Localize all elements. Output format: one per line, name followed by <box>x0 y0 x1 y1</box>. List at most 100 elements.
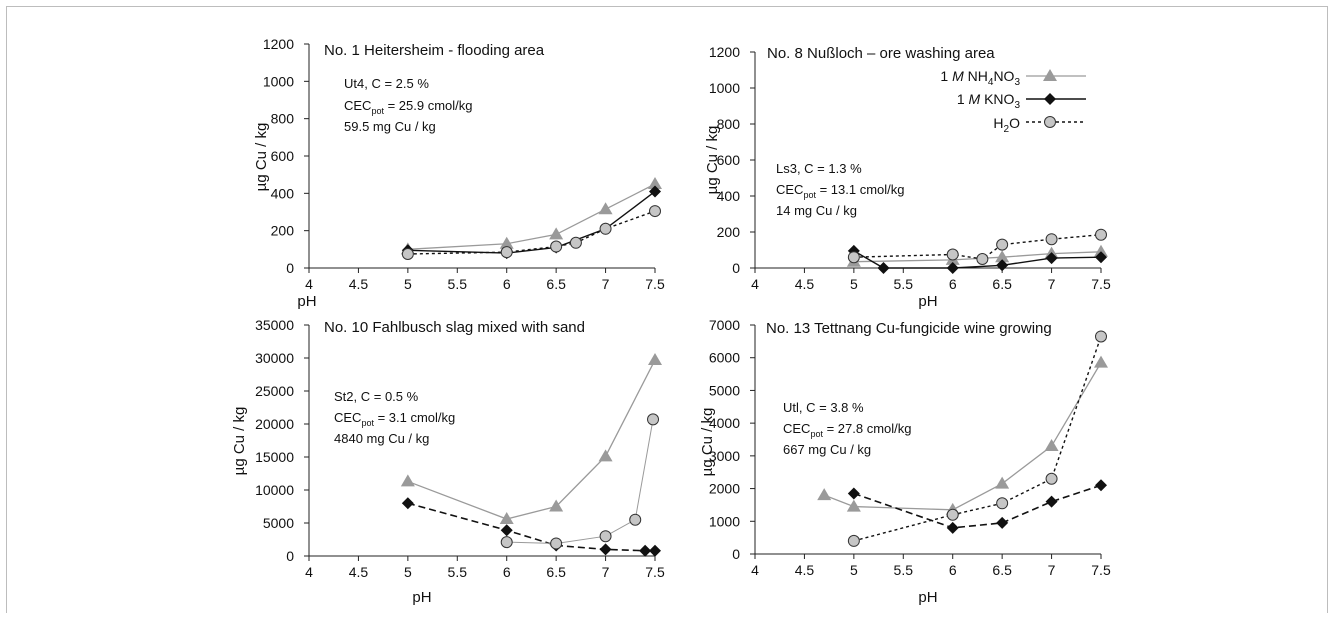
data-point-kno3 <box>1045 495 1058 508</box>
y-tick-label: 15000 <box>255 449 294 465</box>
x-tick-label: 7.5 <box>645 276 665 292</box>
data-point-h2o <box>946 248 959 261</box>
series-line-nh4no3 <box>407 359 656 520</box>
info-soil: Ut4, C = 2.5 % <box>344 76 429 91</box>
data-point-kno3 <box>877 262 890 274</box>
data-point-kno3 <box>1095 251 1107 264</box>
data-point-h2o <box>1095 330 1107 343</box>
info-cec: CECpot = 25.9 cmol/kg <box>344 98 473 116</box>
data-point-h2o <box>1045 472 1058 485</box>
data-point-h2o <box>1095 228 1107 241</box>
series-line-h2o <box>407 210 656 255</box>
data-point-nh4no3 <box>1044 439 1059 452</box>
x-tick-label: 4.5 <box>349 276 369 292</box>
data-point-kno3 <box>500 524 513 537</box>
x-tick-label: 4 <box>305 564 313 580</box>
x-tick-label: 7 <box>602 564 610 580</box>
panel-title: No. 10 Fahlbusch slag mixed with sand <box>324 319 585 336</box>
data-point-nh4no3 <box>648 352 662 365</box>
data-point-nh4no3 <box>1094 355 1108 368</box>
x-tick-label: 6 <box>949 276 957 292</box>
figure-frame <box>6 6 1328 613</box>
data-point-nh4no3 <box>549 227 564 240</box>
series-line-h2o <box>853 336 1102 542</box>
data-point-kno3 <box>639 544 652 557</box>
x-tick-label: 5 <box>404 276 412 292</box>
data-point-h2o <box>599 222 612 235</box>
data-point-h2o <box>550 240 563 253</box>
x-axis-label: pH <box>918 589 937 606</box>
series-line-kno3 <box>853 250 1102 269</box>
data-point-kno3 <box>996 259 1009 272</box>
x-tick-label: 4.5 <box>795 276 815 292</box>
data-point-h2o <box>629 513 642 526</box>
y-axis-label: µg Cu / kg <box>704 126 721 195</box>
y-tick-label: 400 <box>271 185 295 201</box>
y-tick-label: 600 <box>717 152 741 168</box>
data-point-nh4no3 <box>648 177 662 189</box>
x-tick-label: 6.5 <box>992 276 1012 292</box>
data-point-nh4no3 <box>598 449 613 462</box>
x-tick-label: 7.5 <box>645 564 665 580</box>
y-tick-label: 5000 <box>709 382 740 398</box>
data-point-nh4no3 <box>499 512 514 525</box>
data-point-kno3 <box>1045 252 1058 265</box>
data-point-kno3 <box>401 497 414 510</box>
y-tick-label: 1000 <box>709 80 740 96</box>
x-tick-label: 6.5 <box>992 562 1012 578</box>
legend-marker-kno3 <box>1044 93 1056 105</box>
legend-marker-h2o <box>1044 116 1056 128</box>
y-tick-label: 25000 <box>255 383 294 399</box>
y-tick-label: 2000 <box>709 481 740 497</box>
data-point-nh4no3 <box>995 476 1010 489</box>
x-tick-label: 7.5 <box>1091 276 1111 292</box>
data-point-h2o <box>401 248 414 260</box>
info-cec: CECpot = 27.8 cmol/kg <box>783 421 912 439</box>
y-tick-label: 30000 <box>255 350 294 366</box>
data-point-nh4no3 <box>1094 244 1108 257</box>
data-point-kno3 <box>946 262 959 274</box>
data-point-h2o <box>647 413 660 426</box>
panel-title: No. 13 Tettnang Cu-fungicide wine growin… <box>766 320 1052 337</box>
y-tick-label: 3000 <box>709 448 740 464</box>
data-point-nh4no3 <box>598 202 613 215</box>
y-tick-label: 5000 <box>263 515 294 531</box>
y-tick-label: 400 <box>717 188 741 204</box>
y-tick-label: 35000 <box>255 317 294 333</box>
panel-fahlbusch: No. 10 Fahlbusch slag mixed with sand St… <box>231 317 665 606</box>
data-point-h2o <box>946 508 959 521</box>
data-point-h2o <box>569 236 582 249</box>
y-tick-label: 0 <box>286 548 294 564</box>
y-tick-label: 1000 <box>709 513 740 529</box>
series-line-kno3 <box>407 502 655 552</box>
x-tick-label: 6 <box>949 562 957 578</box>
x-tick-label: 4 <box>305 276 313 292</box>
x-axis-label: pH <box>297 293 316 310</box>
y-tick-label: 0 <box>732 260 740 276</box>
data-point-h2o <box>500 536 513 549</box>
x-tick-label: 5 <box>404 564 412 580</box>
x-tick-label: 6 <box>503 564 511 580</box>
data-point-kno3 <box>946 521 959 534</box>
x-tick-label: 5.5 <box>448 276 468 292</box>
panel-title: No. 1 Heitersheim - flooding area <box>324 42 545 59</box>
y-tick-label: 200 <box>717 224 741 240</box>
info-total: 59.5 mg Cu / kg <box>344 119 436 134</box>
data-point-kno3 <box>599 543 612 556</box>
data-point-h2o <box>847 534 860 547</box>
series-line-nh4no3 <box>823 362 1102 511</box>
x-tick-label: 6.5 <box>546 276 566 292</box>
y-axis-label: µg Cu / kg <box>253 123 270 192</box>
y-tick-label: 7000 <box>709 317 740 333</box>
data-point-h2o <box>996 497 1009 510</box>
x-tick-label: 5 <box>850 562 858 578</box>
x-tick-label: 6 <box>503 276 511 292</box>
data-point-kno3 <box>1095 479 1107 492</box>
x-tick-label: 5 <box>850 276 858 292</box>
y-tick-label: 1200 <box>709 44 740 60</box>
info-soil: Ls3, C = 1.3 % <box>776 161 862 176</box>
data-point-nh4no3 <box>400 474 415 487</box>
info-cec: CECpot = 13.1 cmol/kg <box>776 182 905 200</box>
x-tick-label: 5.5 <box>894 562 914 578</box>
data-point-h2o <box>847 251 860 264</box>
